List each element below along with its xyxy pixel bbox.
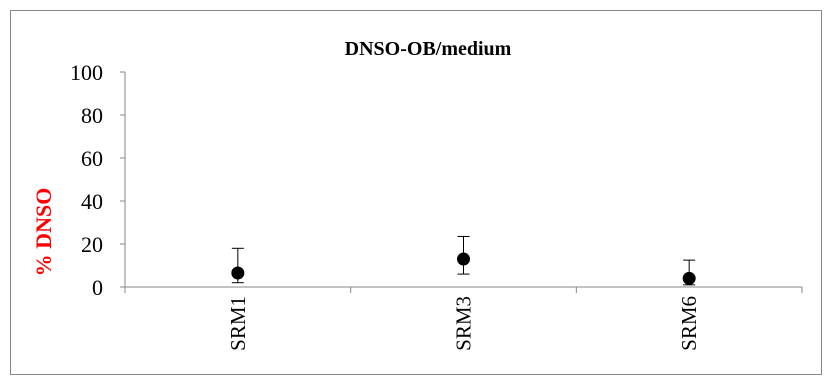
chart-title: DNSO-OB/medium <box>345 38 512 60</box>
y-tick-label: 80 <box>81 103 103 128</box>
chart-frame <box>10 10 822 375</box>
y-tick-label: 0 <box>92 275 103 300</box>
data-point <box>231 266 245 280</box>
x-tick-label: SRM6 <box>677 296 701 351</box>
data-point <box>457 252 470 266</box>
x-tick-label: SRM1 <box>226 296 250 351</box>
data-point <box>682 271 696 285</box>
y-tick-label: 60 <box>81 146 103 171</box>
data-marks <box>231 235 696 286</box>
x-tick-label: SRM3 <box>452 296 476 351</box>
y-tick-label: 40 <box>81 189 103 214</box>
axes: 0 20 40 60 80 100 SRM1 SRM3 SRM6 <box>70 60 803 351</box>
y-tick-label: 100 <box>70 60 103 85</box>
y-tick-label: 20 <box>81 232 103 257</box>
y-axis-label: % DNSO <box>31 188 56 277</box>
